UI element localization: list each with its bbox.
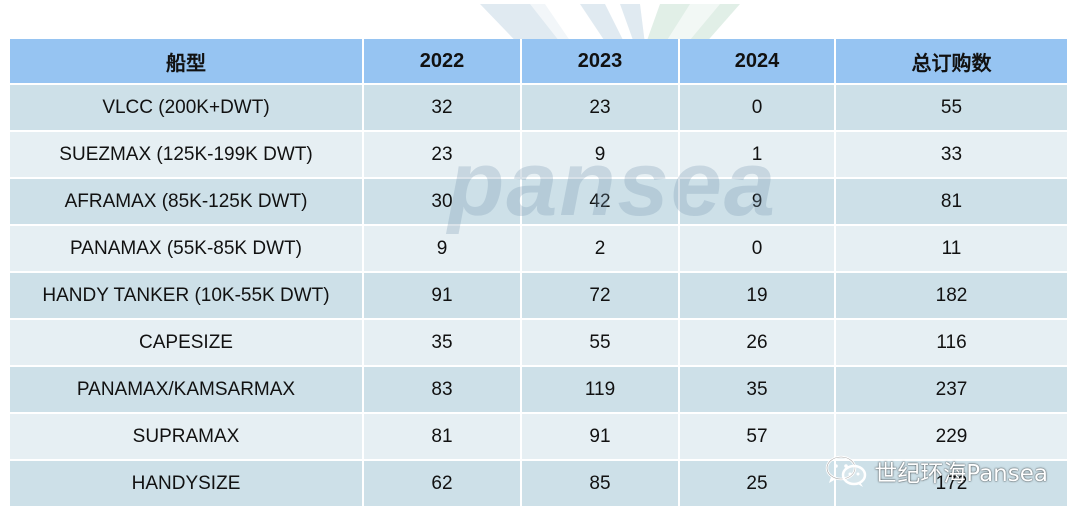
ship-type-cell: HANDYSIZE (10, 461, 364, 508)
value-cell: 83 (364, 367, 522, 414)
ship-type-cell: SUEZMAX (125K-199K DWT) (10, 132, 364, 179)
column-header: 2023 (522, 39, 680, 85)
column-header: 船型 (10, 39, 364, 85)
value-cell: 9 (680, 179, 836, 226)
value-cell: 23 (364, 132, 522, 179)
value-cell: 35 (680, 367, 836, 414)
table-row: SUPRAMAX 81 91 57 229 (10, 414, 1067, 461)
value-cell: 23 (522, 85, 680, 132)
table-row: AFRAMAX (85K-125K DWT) 30 42 9 81 (10, 179, 1067, 226)
wechat-icon (826, 455, 867, 487)
value-cell: 1 (680, 132, 836, 179)
value-cell: 30 (364, 179, 522, 226)
value-cell: 42 (522, 179, 680, 226)
orderbook-table: 船型 2022 2023 2024 总订购数 VLCC (200K+DWT) 32 23 0 5… (10, 39, 1067, 508)
footer-brand: 世纪环海Pansea (824, 454, 1048, 488)
value-cell: 62 (364, 461, 522, 508)
value-cell: 9 (364, 226, 522, 273)
ship-type-cell: HANDY TANKER (10K-55K DWT) (10, 273, 364, 320)
value-cell: 11 (836, 226, 1067, 273)
value-cell: 172 (836, 461, 1067, 508)
value-cell: 32 (364, 85, 522, 132)
value-cell: 81 (836, 179, 1067, 226)
value-cell: 237 (836, 367, 1067, 414)
table-row: HANDYSIZE 62 85 25 172 (10, 461, 1067, 508)
value-cell: 33 (836, 132, 1067, 179)
value-cell: 0 (680, 226, 836, 273)
column-header: 总订购数 (836, 39, 1067, 85)
ship-type-cell: PANAMAX/KAMSARMAX (10, 367, 364, 414)
value-cell: 182 (836, 273, 1067, 320)
value-cell: 26 (680, 320, 836, 367)
value-cell: 55 (836, 85, 1067, 132)
table-row: PANAMAX/KAMSARMAX 83 119 35 237 (10, 367, 1067, 414)
value-cell: 91 (364, 273, 522, 320)
ship-type-cell: SUPRAMAX (10, 414, 364, 461)
value-cell: 116 (836, 320, 1067, 367)
column-header: 2024 (680, 39, 836, 85)
table-row: CAPESIZE 35 55 26 116 (10, 320, 1067, 367)
value-cell: 9 (522, 132, 680, 179)
ship-type-cell: AFRAMAX (85K-125K DWT) (10, 179, 364, 226)
table-row: SUEZMAX (125K-199K DWT) 23 9 1 33 (10, 132, 1067, 179)
table-body: VLCC (200K+DWT) 32 23 0 55 SUEZMAX (125K-199K… (10, 85, 1067, 508)
table-row: VLCC (200K+DWT) 32 23 0 55 (10, 85, 1067, 132)
ship-type-cell: PANAMAX (55K-85K DWT) (10, 226, 364, 273)
value-cell: 81 (364, 414, 522, 461)
ship-type-cell: VLCC (200K+DWT) (10, 85, 364, 132)
value-cell: 85 (522, 461, 680, 508)
table-row: PANAMAX (55K-85K DWT) 9 2 0 11 (10, 226, 1067, 273)
value-cell: 119 (522, 367, 680, 414)
value-cell: 25 (680, 461, 836, 508)
value-cell: 0 (680, 85, 836, 132)
value-cell: 72 (522, 273, 680, 320)
table-header-row: 船型 2022 2023 2024 总订购数 (10, 39, 1067, 85)
column-header: 2022 (364, 39, 522, 85)
value-cell: 57 (680, 414, 836, 461)
footer-brand-text: 世纪环海Pansea (874, 461, 1048, 487)
value-cell: 35 (364, 320, 522, 367)
value-cell: 229 (836, 414, 1067, 461)
value-cell: 19 (680, 273, 836, 320)
ship-type-cell: CAPESIZE (10, 320, 364, 367)
value-cell: 55 (522, 320, 680, 367)
value-cell: 91 (522, 414, 680, 461)
value-cell: 2 (522, 226, 680, 273)
table-row: HANDY TANKER (10K-55K DWT) 91 72 19 182 (10, 273, 1067, 320)
